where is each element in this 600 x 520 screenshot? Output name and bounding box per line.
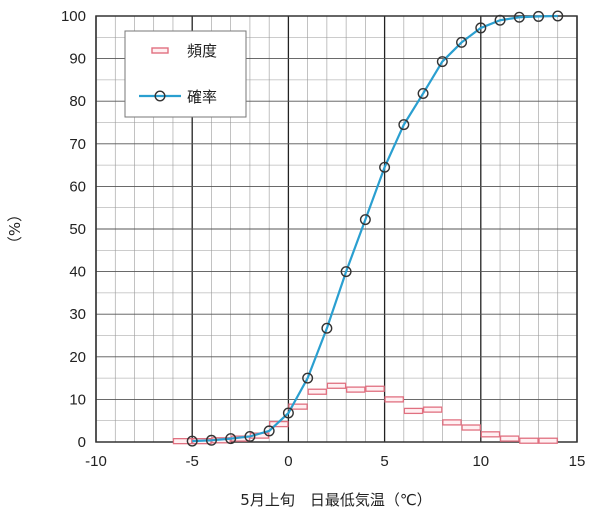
frequency-step bbox=[288, 403, 308, 410]
frequency-step bbox=[519, 437, 539, 444]
probability-point bbox=[244, 430, 256, 442]
frequency-step bbox=[403, 407, 424, 415]
x-tick-label: 0 bbox=[284, 453, 292, 470]
x-tick-labels: -10 -5 0 5 10 15 bbox=[85, 453, 585, 470]
frequency-step bbox=[422, 406, 443, 413]
y-tick-label: 30 bbox=[69, 306, 86, 323]
y-tick-label: 90 bbox=[69, 51, 86, 68]
probability-point bbox=[321, 322, 333, 334]
frequency-step bbox=[172, 437, 193, 445]
frequency-step bbox=[365, 385, 385, 392]
y-tick-label: 100 bbox=[61, 8, 86, 25]
probability-point bbox=[359, 214, 371, 226]
frequency-step bbox=[345, 386, 366, 393]
probability-point bbox=[494, 14, 506, 26]
legend-frequency-swatch bbox=[151, 47, 169, 54]
legend-box bbox=[124, 30, 247, 118]
frequency-step bbox=[499, 435, 520, 442]
probability-point bbox=[513, 11, 525, 23]
x-tick-label: 5 bbox=[380, 453, 388, 470]
frequency-step bbox=[538, 437, 558, 444]
y-tick-label: 60 bbox=[69, 178, 86, 195]
probability-point bbox=[417, 88, 429, 100]
frequency-step bbox=[307, 388, 328, 395]
x-tick-label: 10 bbox=[472, 453, 489, 470]
frequency-step bbox=[442, 419, 462, 426]
frequency-step bbox=[326, 382, 347, 389]
frequency-step bbox=[461, 424, 481, 431]
probability-point bbox=[379, 161, 391, 173]
probability-point bbox=[340, 266, 352, 278]
x-tick-label: 15 bbox=[569, 453, 586, 470]
x-tick-label: -5 bbox=[186, 453, 199, 470]
x-axis-title: 5月上旬 日最低気温（℃） bbox=[240, 491, 431, 509]
probability-line bbox=[192, 14, 558, 443]
legend-probability-label: 確率 bbox=[187, 88, 217, 106]
legend-probability-marker bbox=[154, 90, 166, 102]
probability-point bbox=[456, 36, 468, 48]
y-tick-label: 50 bbox=[69, 221, 86, 238]
y-tick-labels: 0 10 20 30 40 50 60 70 80 90 100 bbox=[61, 8, 86, 451]
x-tick-label: -10 bbox=[85, 453, 107, 470]
probability-point bbox=[552, 10, 564, 22]
probability-point bbox=[302, 372, 314, 384]
probability-point bbox=[436, 56, 448, 68]
probability-point bbox=[533, 10, 545, 22]
legend-frequency-label: 頻度 bbox=[187, 42, 217, 60]
probability-point bbox=[263, 425, 275, 437]
probability-point bbox=[398, 119, 410, 131]
y-tick-label: 0 bbox=[78, 434, 86, 451]
plot-frame bbox=[95, 15, 578, 443]
legend: 頻度 確率 bbox=[124, 30, 247, 118]
probability-point bbox=[225, 433, 237, 445]
probability-point bbox=[186, 435, 198, 447]
y-tick-label: 70 bbox=[69, 136, 86, 153]
y-tick-label: 10 bbox=[69, 391, 86, 408]
probability-series bbox=[186, 10, 564, 447]
frequency-step bbox=[480, 431, 501, 438]
y-tick-label: 20 bbox=[69, 349, 86, 366]
frequency-series bbox=[172, 382, 558, 445]
probability-point bbox=[282, 407, 294, 419]
frequency-step bbox=[384, 396, 404, 403]
y-tick-label: 80 bbox=[69, 93, 86, 110]
y-tick-label: 40 bbox=[69, 264, 86, 281]
y-axis-title: （%） bbox=[6, 207, 24, 251]
probability-point bbox=[205, 434, 217, 446]
probability-point bbox=[475, 22, 487, 34]
